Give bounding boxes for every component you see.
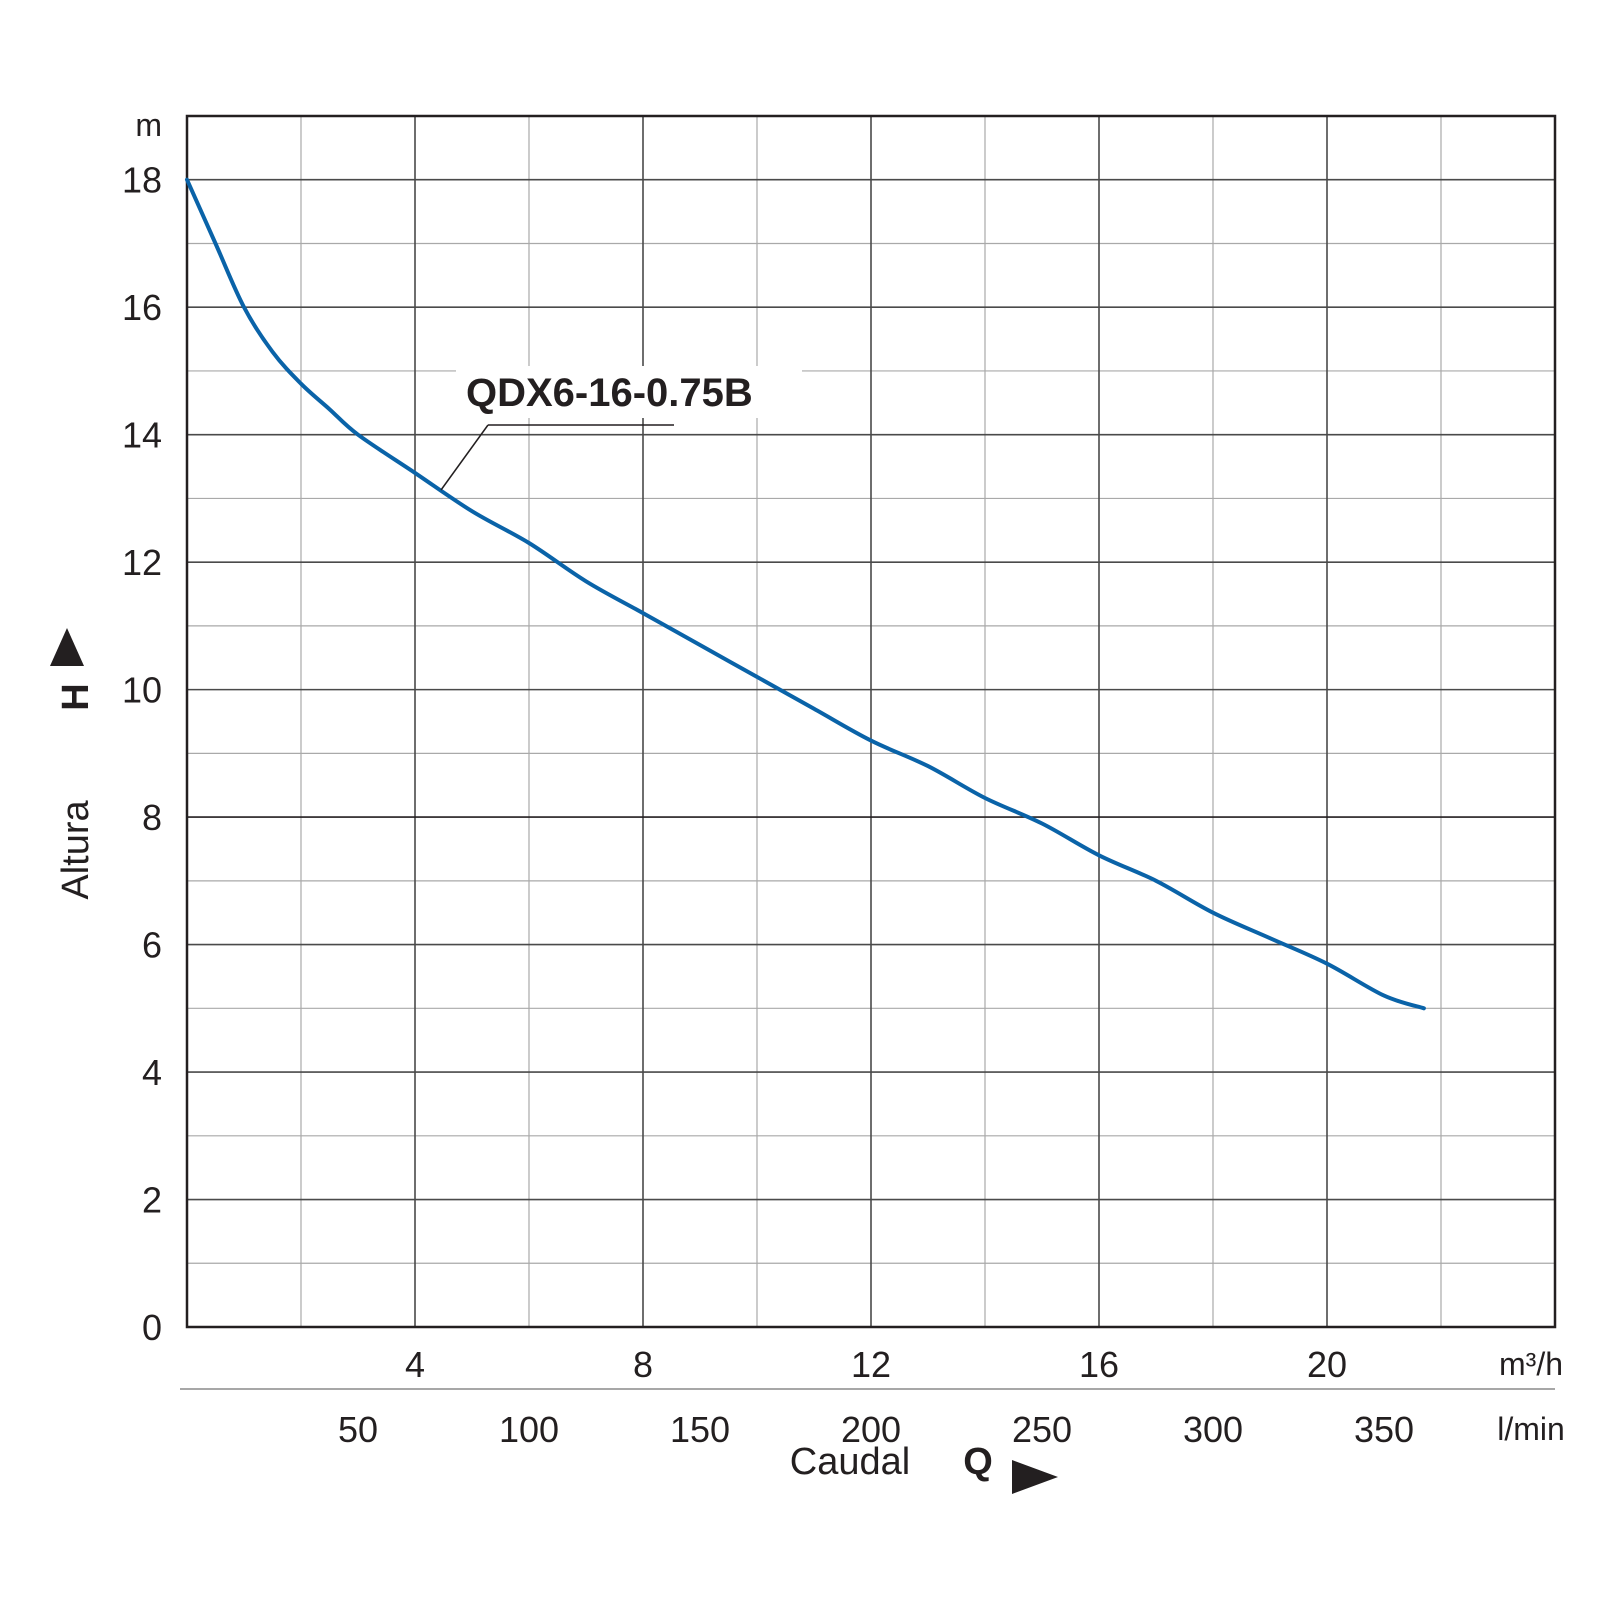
y-tick-label: 12 — [122, 542, 162, 583]
y-tick-label: 10 — [122, 670, 162, 711]
x-primary-unit-label: m³/h — [1499, 1346, 1563, 1382]
y-tick-label: 8 — [142, 797, 162, 838]
x-secondary-tick-label: 250 — [1012, 1409, 1072, 1450]
series-label-background — [456, 366, 802, 418]
series-label: QDX6-16-0.75B — [466, 371, 753, 415]
major-grid — [187, 116, 1555, 1327]
x-secondary-tick-label: 300 — [1183, 1409, 1243, 1450]
x-axis-arrow-icon — [1012, 1460, 1058, 1494]
series-label-leader-diagonal — [440, 424, 489, 491]
x-primary-tick-labels: 4 8 12 16 20 — [405, 1344, 1347, 1385]
x-primary-tick-label: 20 — [1307, 1344, 1347, 1385]
y-tick-label: 14 — [122, 415, 162, 456]
y-unit-label: m — [135, 107, 162, 143]
y-tick-label: 4 — [142, 1052, 162, 1093]
x-primary-tick-label: 4 — [405, 1344, 425, 1385]
plot-frame — [185, 114, 1557, 1329]
x-secondary-tick-labels: 50 100 150 200 250 300 350 — [338, 1409, 1414, 1450]
y-tick-label: 2 — [142, 1180, 162, 1221]
x-primary-tick-label: 12 — [851, 1344, 891, 1385]
y-axis-title: Altura — [55, 800, 97, 900]
x-secondary-tick-label: 150 — [670, 1409, 730, 1450]
x-secondary-tick-label: 50 — [338, 1409, 378, 1450]
y-tick-label: 6 — [142, 925, 162, 966]
y-tick-labels: 0 2 4 6 8 10 12 14 16 18 — [122, 160, 162, 1348]
x-primary-tick-label: 8 — [633, 1344, 653, 1385]
x-secondary-unit-label: l/min — [1497, 1411, 1565, 1447]
x-secondary-tick-label: 350 — [1354, 1409, 1414, 1450]
x-secondary-tick-label: 100 — [499, 1409, 559, 1450]
series-layer — [185, 177, 1426, 1011]
x-axis-title: Caudal — [790, 1441, 910, 1483]
x-secondary-tick-label: 200 — [841, 1409, 901, 1450]
y-tick-label: 0 — [142, 1307, 162, 1348]
series-line — [185, 177, 1426, 1011]
y-tick-label: 16 — [122, 287, 162, 328]
x-axis-symbol: Q — [963, 1441, 993, 1483]
y-axis-symbol: H — [55, 683, 97, 710]
y-tick-label: 18 — [122, 160, 162, 201]
y-axis-arrow-icon — [50, 628, 84, 666]
x-primary-tick-label: 16 — [1079, 1344, 1119, 1385]
